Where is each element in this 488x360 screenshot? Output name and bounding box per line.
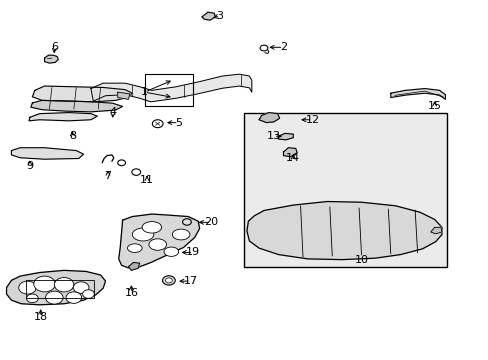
Text: 6: 6 [51,42,58,52]
Polygon shape [11,148,83,159]
Polygon shape [118,92,130,99]
Circle shape [73,282,89,293]
Text: 15: 15 [427,102,441,112]
Text: 1: 1 [141,87,148,97]
Polygon shape [91,74,251,102]
Ellipse shape [127,244,142,252]
Circle shape [82,290,94,298]
Text: 2: 2 [279,42,286,52]
Circle shape [66,292,81,303]
Polygon shape [202,12,215,20]
Circle shape [54,278,74,292]
Ellipse shape [163,247,178,256]
Text: 17: 17 [183,276,198,286]
Text: 12: 12 [305,115,319,125]
Text: 16: 16 [124,288,138,298]
Polygon shape [6,270,105,305]
Text: 5: 5 [175,118,182,128]
Polygon shape [390,89,445,99]
Circle shape [165,278,172,283]
Polygon shape [259,113,279,123]
Ellipse shape [149,239,166,250]
Ellipse shape [172,229,189,240]
Text: 11: 11 [140,175,154,185]
Polygon shape [283,148,297,157]
Bar [244,113,446,267]
Ellipse shape [142,222,161,233]
Text: 14: 14 [285,153,300,163]
Polygon shape [32,86,132,102]
Text: 18: 18 [34,312,48,322]
Polygon shape [31,100,122,112]
Text: 9: 9 [26,161,34,171]
Circle shape [162,276,175,285]
Text: 7: 7 [104,171,111,181]
Circle shape [182,219,191,225]
Circle shape [26,294,38,303]
Text: 13: 13 [266,131,280,141]
Text: 10: 10 [354,255,368,265]
Polygon shape [128,262,140,270]
Polygon shape [246,202,441,260]
Text: 8: 8 [69,131,76,141]
Circle shape [19,281,36,294]
Ellipse shape [132,228,154,241]
Text: 19: 19 [186,247,200,257]
Polygon shape [278,134,293,140]
Circle shape [34,276,55,292]
Text: 4: 4 [109,107,116,117]
Text: 20: 20 [204,217,218,227]
Polygon shape [44,55,58,63]
Bar [144,74,193,107]
Polygon shape [430,227,441,234]
Text: 3: 3 [216,11,223,21]
Polygon shape [119,214,199,268]
Bar [26,280,94,298]
Polygon shape [29,113,97,121]
Circle shape [45,291,63,304]
